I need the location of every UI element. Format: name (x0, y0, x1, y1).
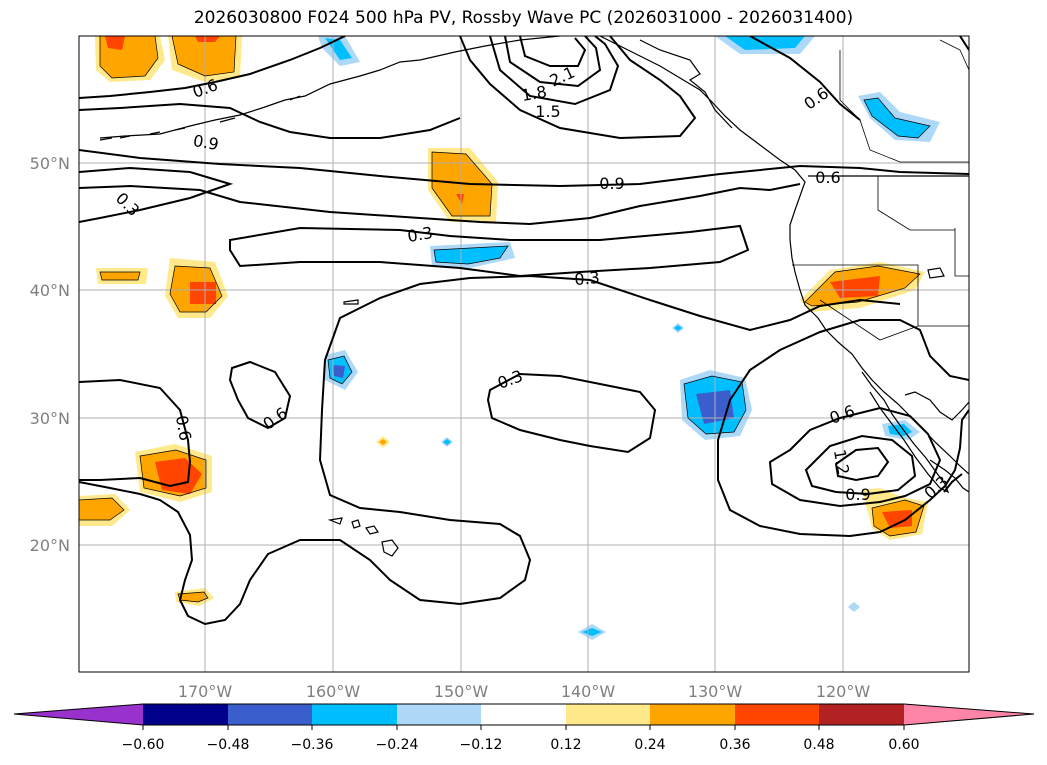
lon-label: 120°W (816, 682, 871, 701)
contour-label: 0.6 (172, 414, 195, 442)
colorbar-extend-low (14, 704, 143, 725)
contour-label: 0.9 (192, 131, 220, 154)
map-frame (78, 35, 970, 673)
contour-label: 1.2 (830, 448, 853, 476)
colorbar-segment (650, 704, 735, 725)
contour-label: 0.6 (815, 168, 840, 187)
contour-label: 1.5 (535, 102, 560, 121)
lat-label: 30°N (30, 409, 70, 428)
map-plot-area: 0.6 0.9 0.3 2.1 1.8 1.5 0.9 0.6 0.6 0.3 … (79, 36, 969, 672)
contour-label: 0.3 (406, 223, 434, 246)
colorbar-segment (143, 704, 228, 725)
contour-label: 0.3 (574, 268, 601, 289)
colorbar-extend-high (904, 704, 1034, 725)
colorbar-tick: 0.60 (888, 737, 919, 753)
lat-label: 20°N (30, 536, 70, 555)
contour-label: 1.8 (520, 82, 548, 105)
latitude-labels: 50°N 40°N 30°N 20°N (30, 154, 70, 555)
lon-label: 170°W (178, 682, 233, 701)
lon-label: 150°W (434, 682, 489, 701)
gridlines (79, 36, 969, 672)
map-title: 2026030800 F024 500 hPa PV, Rossby Wave … (193, 8, 854, 28)
pv-contours (79, 36, 969, 626)
colorbar-segment (735, 704, 819, 725)
colorbar-tick: 0.24 (634, 737, 665, 753)
colorbar-tick: −0.48 (207, 737, 250, 753)
colorbar-segment (481, 704, 566, 725)
longitude-labels: 170°W 160°W 150°W 140°W 130°W 120°W (178, 682, 871, 701)
colorbar-segment (566, 704, 650, 725)
colorbar-segment (312, 704, 397, 725)
colorbar-tick: −0.12 (460, 737, 503, 753)
colorbar-tick: 0.48 (803, 737, 834, 753)
anomaly-outlines (79, 36, 931, 603)
colorbar-tick: −0.36 (291, 737, 334, 753)
lon-label: 130°W (688, 682, 743, 701)
lon-label: 140°W (561, 682, 616, 701)
colorbar-segment (228, 704, 312, 725)
colorbar-tick: −0.24 (376, 737, 419, 753)
lat-label: 40°N (30, 281, 70, 300)
colorbar-tick: −0.60 (122, 737, 165, 753)
contour-label: 0.9 (599, 174, 624, 193)
colorbar-tick: 0.36 (719, 737, 750, 753)
lon-label: 160°W (306, 682, 361, 701)
contour-label: 0.9 (845, 485, 870, 504)
colorbar-segment (397, 704, 481, 725)
colorbar: −0.60 −0.48 −0.36 −0.24 −0.12 0.12 0.24 … (13, 703, 1035, 753)
lat-label: 50°N (30, 154, 70, 173)
colorbar-segment (819, 704, 904, 725)
colorbar-tick: 0.12 (550, 737, 581, 753)
